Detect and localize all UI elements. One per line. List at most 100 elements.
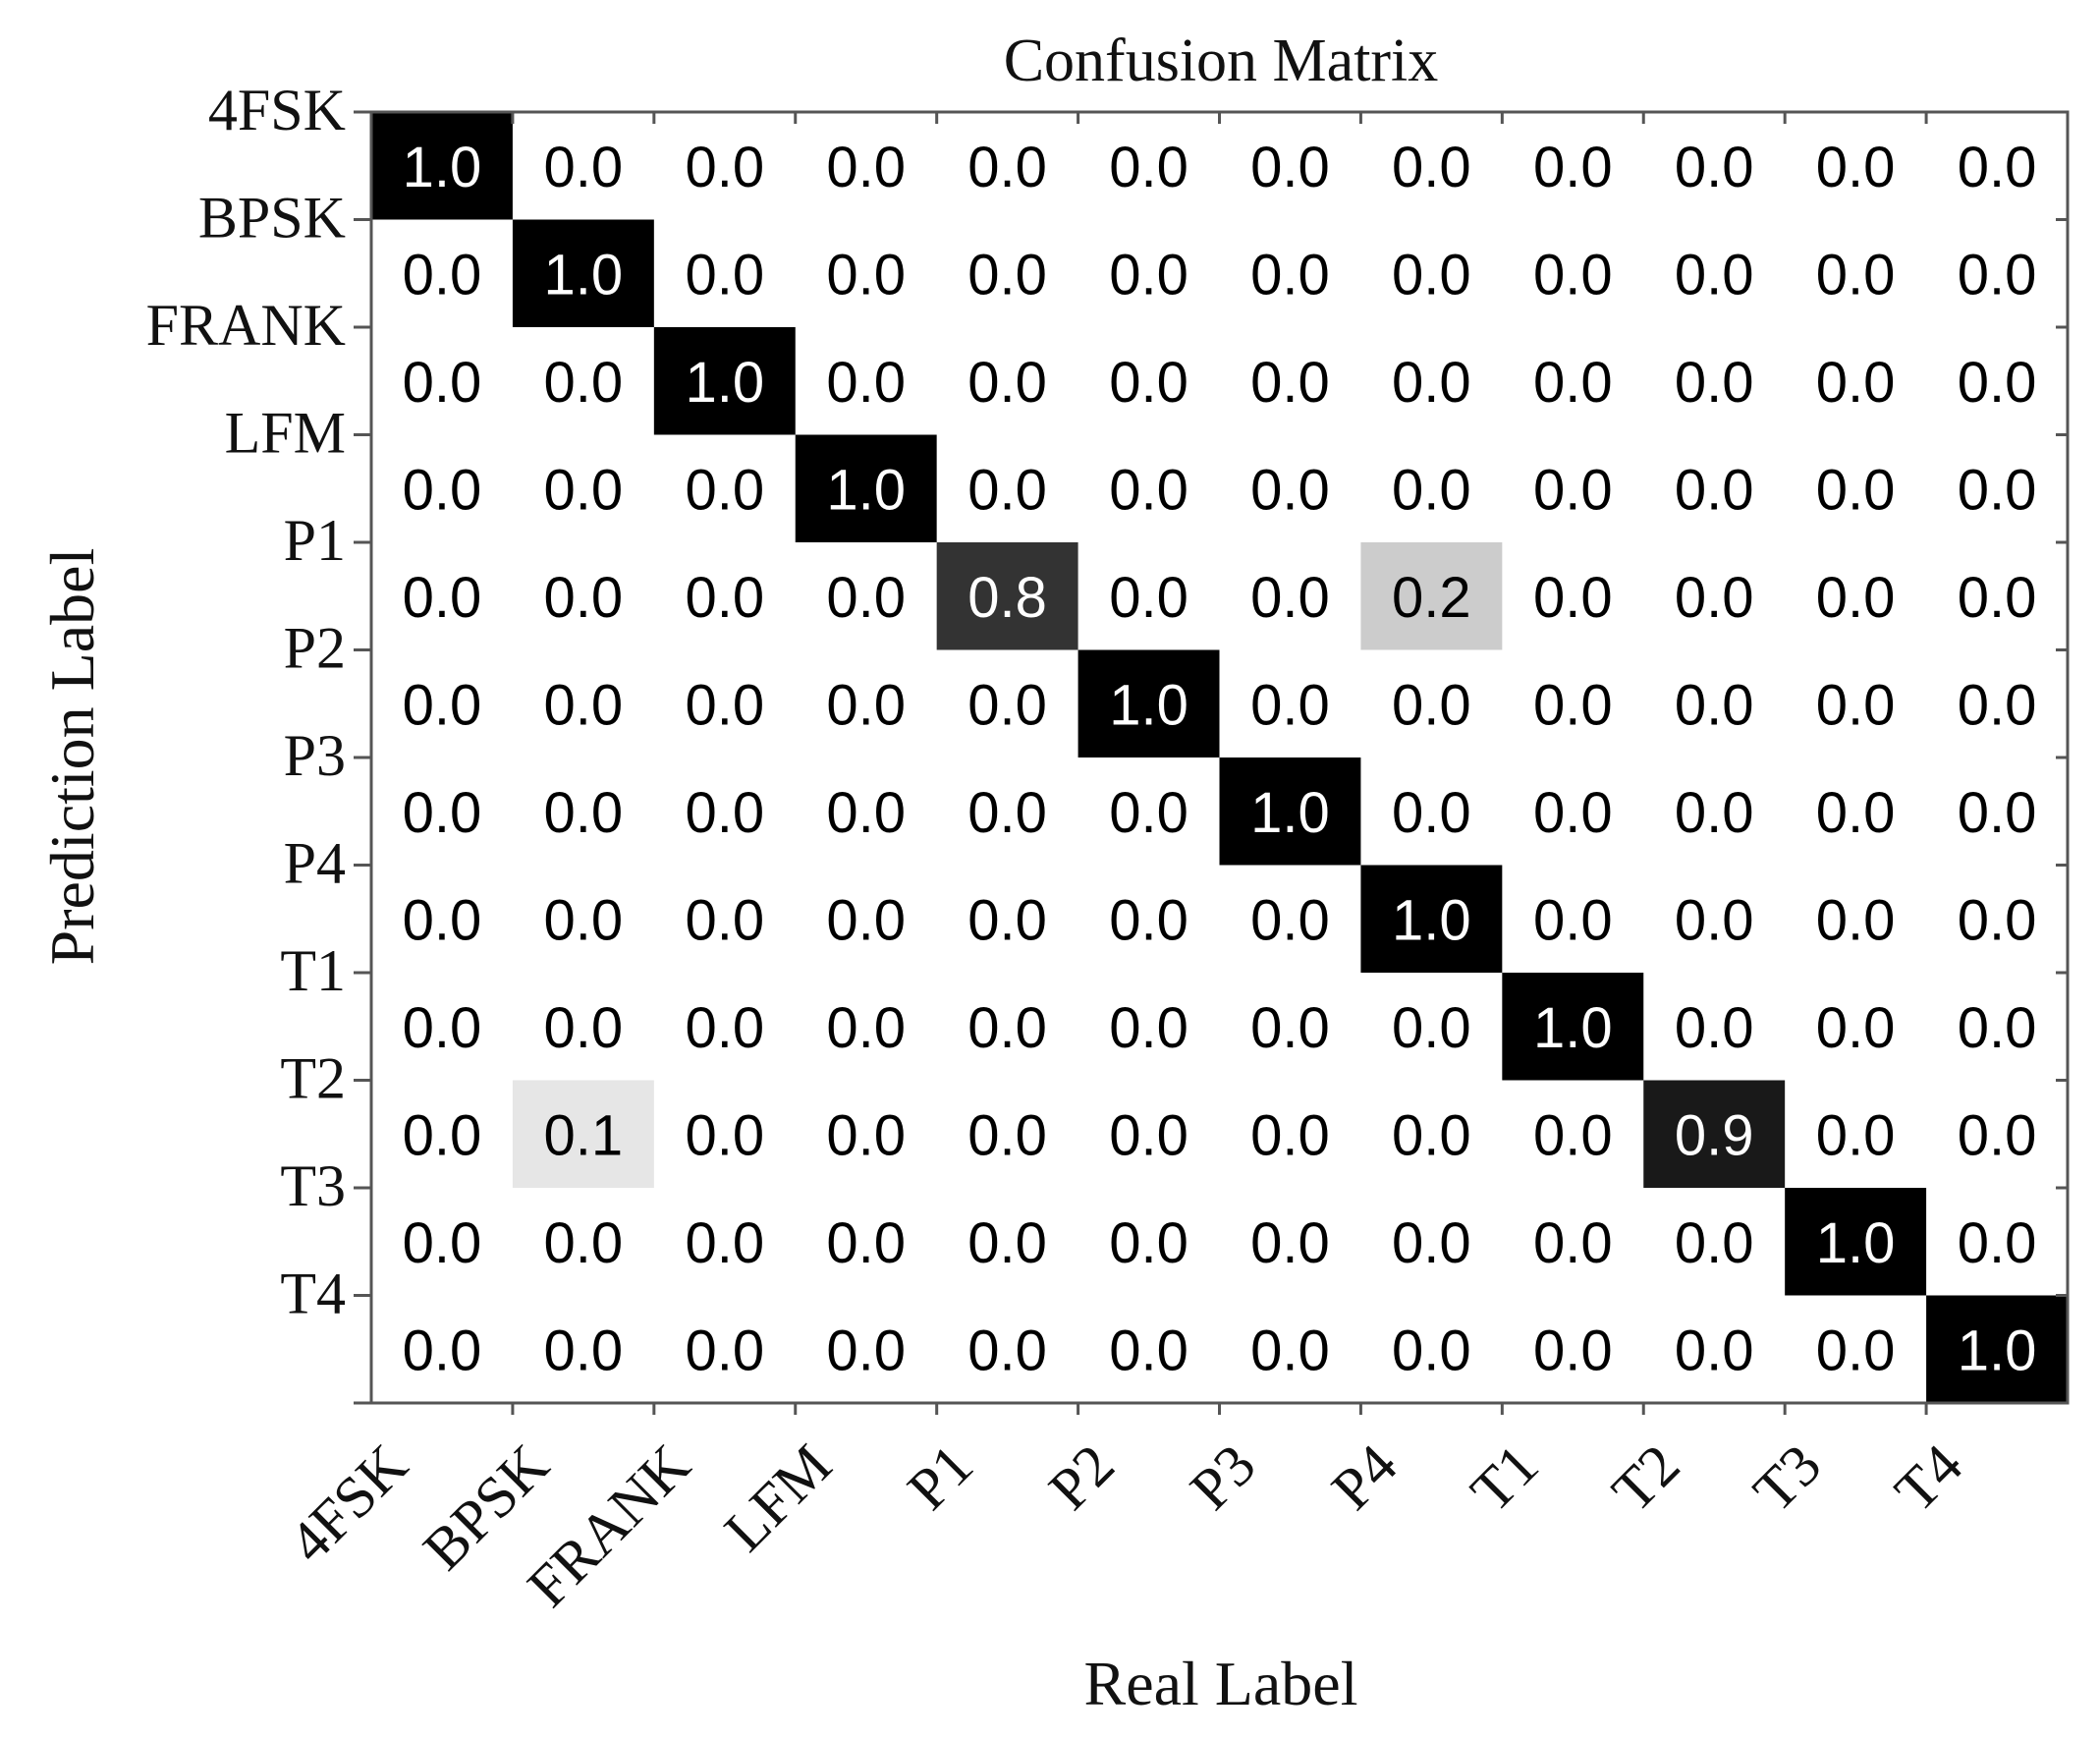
cell-value-2-10: 0.0 bbox=[1816, 351, 1896, 415]
heatmap-cell-10-0 bbox=[371, 1188, 514, 1296]
cell-value-10-11: 0.0 bbox=[1958, 1211, 2037, 1275]
cell-value-3-1: 0.0 bbox=[544, 458, 624, 522]
heatmap-cell-11-10 bbox=[1785, 1295, 1927, 1404]
cell-value-10-0: 0.0 bbox=[403, 1211, 482, 1275]
y-axis-label: Prediction Label bbox=[37, 548, 107, 966]
cell-value-4-9: 0.0 bbox=[1675, 566, 1754, 630]
cell-value-2-7: 0.0 bbox=[1392, 351, 1471, 415]
heatmap-cell-1-10 bbox=[1785, 219, 1927, 328]
cell-value-5-6: 0.0 bbox=[1250, 673, 1330, 737]
heatmap-cell-1-4 bbox=[936, 219, 1079, 328]
x-tick-label: T3 bbox=[1741, 1432, 1834, 1525]
plot-axes bbox=[354, 110, 2070, 1415]
heatmap-cell-2-6 bbox=[1219, 327, 1361, 435]
heatmap-cell-5-3 bbox=[795, 649, 938, 758]
cell-value-2-4: 0.0 bbox=[967, 351, 1047, 415]
heatmap-cell-9-2 bbox=[653, 1080, 797, 1189]
heatmap-cell-8-9 bbox=[1643, 973, 1786, 1081]
heatmap-cell-10-6 bbox=[1219, 1188, 1361, 1296]
heatmap-cell-8-1 bbox=[512, 973, 655, 1081]
x-tick-label: FRANK bbox=[516, 1432, 702, 1619]
heatmap-cell-3-7 bbox=[1360, 434, 1503, 543]
cell-value-10-10: 1.0 bbox=[1816, 1211, 1896, 1275]
heatmap-cell-6-7 bbox=[1360, 757, 1503, 866]
heatmap-cell-5-6 bbox=[1219, 649, 1361, 758]
heatmap-cell-0-4 bbox=[936, 112, 1079, 220]
cell-value-9-5: 0.0 bbox=[1109, 1103, 1188, 1167]
heatmap-cell-10-4 bbox=[936, 1188, 1079, 1296]
heatmap-cell-2-9 bbox=[1643, 327, 1786, 435]
heatmap-cell-7-9 bbox=[1643, 865, 1786, 974]
heatmap-cell-7-3 bbox=[795, 865, 938, 974]
heatmap-cell-4-3 bbox=[795, 542, 938, 650]
cell-value-1-2: 0.0 bbox=[685, 243, 764, 307]
heatmap-cell-10-9 bbox=[1643, 1188, 1786, 1296]
cell-value-8-8: 1.0 bbox=[1533, 996, 1613, 1060]
cell-value-0-7: 0.0 bbox=[1392, 136, 1471, 199]
heatmap-cell-0-3 bbox=[795, 112, 938, 220]
cell-value-5-1: 0.0 bbox=[544, 673, 624, 737]
heatmap-cell-0-7 bbox=[1360, 112, 1503, 220]
x-tick-label: P3 bbox=[1178, 1432, 1267, 1522]
cell-value-10-7: 0.0 bbox=[1392, 1211, 1471, 1275]
heatmap-cell-0-11 bbox=[1926, 112, 2069, 220]
y-tick-label: T2 bbox=[280, 1046, 346, 1111]
heatmap-cell-4-4 bbox=[936, 542, 1079, 650]
cell-value-4-1: 0.0 bbox=[544, 566, 624, 630]
cell-value-4-0: 0.0 bbox=[403, 566, 482, 630]
heatmap-cell-6-10 bbox=[1785, 757, 1927, 866]
heatmap-cell-2-4 bbox=[936, 327, 1079, 435]
cell-value-9-10: 0.0 bbox=[1816, 1103, 1896, 1167]
cell-value-7-10: 0.0 bbox=[1816, 888, 1896, 952]
heatmap-cell-10-2 bbox=[653, 1188, 797, 1296]
heatmap-cell-2-2 bbox=[653, 327, 797, 435]
heatmap-cell-4-1 bbox=[512, 542, 655, 650]
cell-value-1-1: 1.0 bbox=[544, 243, 624, 307]
cell-value-7-5: 0.0 bbox=[1109, 888, 1188, 952]
cell-value-2-2: 1.0 bbox=[685, 351, 764, 415]
y-tick-label: T3 bbox=[280, 1153, 346, 1218]
heatmap-cell-5-4 bbox=[936, 649, 1079, 758]
cell-value-11-9: 0.0 bbox=[1675, 1318, 1754, 1382]
heatmap-cell-8-11 bbox=[1926, 973, 2069, 1081]
heatmap-cell-1-9 bbox=[1643, 219, 1786, 328]
cell-value-1-0: 0.0 bbox=[403, 243, 482, 307]
cell-value-11-4: 0.0 bbox=[967, 1318, 1047, 1382]
cell-value-10-8: 0.0 bbox=[1533, 1211, 1613, 1275]
heatmap-cell-9-7 bbox=[1360, 1080, 1503, 1189]
cell-value-1-8: 0.0 bbox=[1533, 243, 1613, 307]
cell-value-6-7: 0.0 bbox=[1392, 781, 1471, 845]
cell-value-10-9: 0.0 bbox=[1675, 1211, 1754, 1275]
heatmap-cell-9-1 bbox=[512, 1080, 655, 1189]
heatmap-cell-9-11 bbox=[1926, 1080, 2069, 1189]
cell-value-0-0: 1.0 bbox=[403, 136, 482, 199]
heatmap-cell-7-1 bbox=[512, 865, 655, 974]
heatmap-cell-6-1 bbox=[512, 757, 655, 866]
heatmap-cell-6-3 bbox=[795, 757, 938, 866]
heatmap-cell-10-11 bbox=[1926, 1188, 2069, 1296]
heatmap-cell-6-8 bbox=[1502, 757, 1644, 866]
heatmap-cell-5-1 bbox=[512, 649, 655, 758]
cell-value-9-4: 0.0 bbox=[967, 1103, 1047, 1167]
x-tick-label: P2 bbox=[1036, 1432, 1126, 1522]
chart-title: Confusion Matrix bbox=[1004, 28, 1439, 94]
heatmap-cell-6-6 bbox=[1219, 757, 1361, 866]
cell-value-1-10: 0.0 bbox=[1816, 243, 1896, 307]
cell-value-5-0: 0.0 bbox=[403, 673, 482, 737]
cell-value-11-1: 0.0 bbox=[544, 1318, 624, 1382]
cell-value-1-7: 0.0 bbox=[1392, 243, 1471, 307]
heatmap-cell-8-4 bbox=[936, 973, 1079, 1081]
cell-value-4-11: 0.0 bbox=[1958, 566, 2037, 630]
heatmap-cell-0-1 bbox=[512, 112, 655, 220]
heatmap-cell-11-6 bbox=[1219, 1295, 1361, 1404]
heatmap-cell-10-1 bbox=[512, 1188, 655, 1296]
cell-value-2-8: 0.0 bbox=[1533, 351, 1613, 415]
heatmap-cell-3-4 bbox=[936, 434, 1079, 543]
heatmap-cell-1-8 bbox=[1502, 219, 1644, 328]
heatmap-cell-3-2 bbox=[653, 434, 797, 543]
cell-value-7-1: 0.0 bbox=[544, 888, 624, 952]
heatmap-cell-11-9 bbox=[1643, 1295, 1786, 1404]
cell-value-6-9: 0.0 bbox=[1675, 781, 1754, 845]
heatmap-cell-5-9 bbox=[1643, 649, 1786, 758]
